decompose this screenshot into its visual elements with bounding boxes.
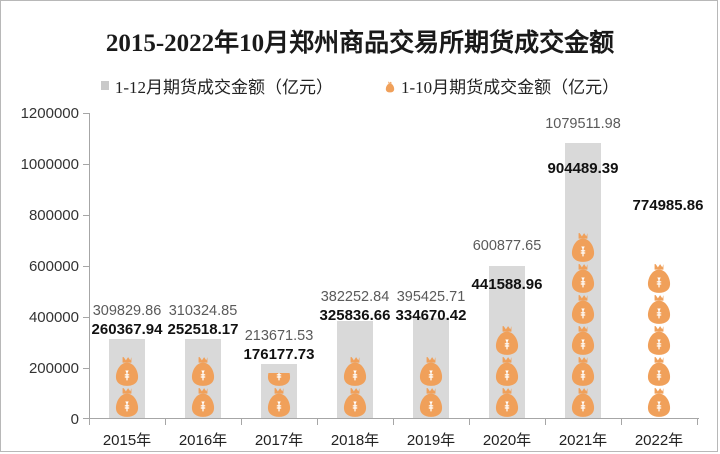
money-bag-icon (385, 80, 395, 92)
x-axis-label-2016: 2016年 (178, 432, 228, 449)
y-tick-mark (83, 317, 89, 318)
x-tick-mark (621, 419, 622, 425)
x-tick-mark (241, 419, 242, 425)
x-tick-mark (469, 419, 470, 425)
bar-bags-2018[interactable] (337, 335, 373, 418)
data-label-gray-2020: 600877.65 (472, 238, 542, 254)
x-axis-label-2018: 2018年 (330, 432, 380, 449)
y-tick-label-800000: 800000 (28, 207, 79, 224)
x-tick-mark (393, 419, 394, 425)
data-label-gray-2015: 309829.86 (92, 303, 162, 319)
x-axis-label-2019: 2019年 (406, 432, 456, 449)
bar-bags-2021[interactable] (565, 188, 601, 418)
y-tick-mark (83, 164, 89, 165)
legend-item-series2[interactable]: 1-10月期货成交金额（亿元） (385, 73, 619, 98)
x-axis-line (89, 418, 699, 419)
bar-bags-2022[interactable] (641, 221, 677, 418)
data-label-orange-2016: 252518.17 (167, 321, 239, 338)
data-label-gray-2019: 395425.71 (396, 289, 466, 305)
y-axis-line (89, 113, 90, 419)
data-label-gray-2017: 213671.53 (244, 328, 314, 344)
y-tick-label-200000: 200000 (28, 360, 79, 377)
chart-title: 2015-2022年10月郑州商品交易所期货成交金额 (105, 30, 615, 57)
bar-bags-2016[interactable] (185, 354, 221, 418)
y-tick-mark (83, 215, 89, 216)
y-tick-mark (83, 113, 89, 114)
x-axis-label-2020: 2020年 (482, 432, 532, 449)
bar-bags-2019[interactable] (413, 333, 449, 418)
legend-label-series2: 1-10月期货成交金额（亿元） (401, 78, 620, 97)
bar-bags-2017[interactable] (261, 373, 297, 418)
legend-item-series1[interactable]: 1-12月期货成交金额（亿元） (100, 73, 333, 98)
bar-bags-2015[interactable] (109, 352, 145, 418)
y-tick-mark (83, 368, 89, 369)
x-tick-mark (697, 419, 698, 425)
y-tick-label-0: 0 (70, 411, 79, 428)
y-tick-label-400000: 400000 (28, 309, 79, 326)
x-tick-mark (89, 419, 90, 425)
bar-bags-2020[interactable] (489, 306, 525, 418)
x-tick-mark (545, 419, 546, 425)
x-tick-mark (317, 419, 318, 425)
gray-square-icon (100, 81, 109, 90)
y-tick-label-600000: 600000 (28, 258, 79, 275)
y-tick-mark (83, 418, 89, 419)
chart-legend: 1-12月期货成交金额（亿元） 1-10月期货成交金额（亿元） (1, 73, 717, 98)
data-label-orange-2018: 325836.66 (319, 307, 391, 324)
y-tick-label-1000000: 1000000 (20, 156, 79, 173)
x-axis-label-2017: 2017年 (254, 432, 304, 449)
data-label-orange-2022: 774985.86 (632, 197, 704, 214)
data-label-gray-2021: 1079511.98 (545, 116, 621, 132)
x-tick-mark (165, 419, 166, 425)
data-label-orange-2019: 334670.42 (395, 307, 467, 324)
legend-label-series1: 1-12月期货成交金额（亿元） (114, 78, 333, 97)
data-label-orange-2017: 176177.73 (243, 346, 315, 363)
y-tick-mark (83, 266, 89, 267)
data-label-orange-2015: 260367.94 (91, 321, 163, 338)
data-label-orange-2020: 441588.96 (471, 276, 543, 293)
x-axis-label-2021: 2021年 (558, 432, 608, 449)
y-tick-label-1200000: 1200000 (20, 105, 79, 122)
data-label-orange-2021: 904489.39 (547, 160, 619, 177)
x-axis-label-2015: 2015年 (102, 432, 152, 449)
x-axis-label-2022: 2022年 (634, 432, 684, 449)
data-label-gray-2018: 382252.84 (320, 289, 390, 305)
data-label-gray-2016: 310324.85 (168, 303, 238, 319)
